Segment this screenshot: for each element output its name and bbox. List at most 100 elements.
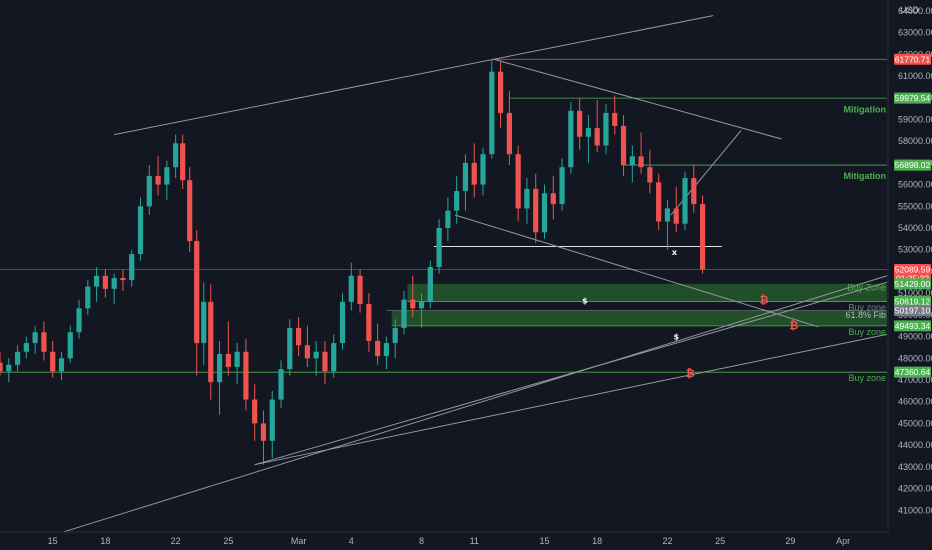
buy-zone-box[interactable] [391,310,887,326]
price-label-text: 50197.10 [895,306,931,316]
candle-body [331,343,337,372]
price-label-text: 47360.64 [895,367,931,377]
price-label-text: 49493.34 [895,321,931,331]
y-tick-label: 49000.00 [898,332,932,342]
candle-body [603,112,609,146]
candle-body [647,167,653,183]
candle-body [32,332,38,344]
price-label-text: 56898.02 [895,160,931,170]
candle-body [287,327,293,370]
candle-body [629,156,635,166]
candle-body [577,110,583,137]
x-tick-label: Mar [291,536,307,546]
candle-body [664,208,671,222]
x-tick-label: 4 [349,536,354,546]
chart-marker-symbol: $ [673,333,679,342]
candle-body [120,277,126,281]
candle-body [339,301,346,344]
y-tick-label: 41000.00 [898,505,932,515]
candle-body [155,175,161,185]
trend-line[interactable] [254,281,888,466]
price-label-badge [894,159,931,171]
candle-body [392,327,398,344]
candle-body [14,351,21,365]
y-tick-label: 64000.00 [898,6,932,16]
candle-body [194,241,200,344]
candle-body [550,193,556,205]
candle-body [216,353,223,383]
y-tick-label: 47000.00 [898,375,932,385]
candle-body [594,128,600,146]
annotation-label: Mitigation [844,105,887,115]
candle-body [208,301,214,383]
y-tick-label: 43000.00 [898,462,932,472]
price-label-text: 61770.71 [895,54,931,64]
annotation-label: Buy zone [848,327,886,337]
candle-body [682,178,688,224]
candle-body [85,286,91,309]
x-tick-label: 15 [48,536,58,546]
y-tick-label: 48000.00 [898,353,932,363]
y-tick-label: 45000.00 [898,418,932,428]
candle-body [322,351,328,372]
candle-body [313,351,319,359]
price-label-text: 59979.54 [895,93,931,103]
candle-body [515,154,521,209]
bitcoin-symbol: ₿ [789,319,798,332]
bitcoin-symbol: ₿ [760,294,769,307]
x-tick-label: 18 [100,536,110,546]
candle-body [164,167,170,185]
chart-marker-symbol: x [672,248,678,257]
candle-body [278,369,284,400]
candle-body [375,340,381,357]
trend-line[interactable] [56,275,888,535]
y-tick-label: 51000.00 [898,288,932,298]
annotation-label: Buy Zone [847,283,886,293]
x-tick-label: 11 [470,536,479,546]
candle-body [620,125,627,166]
candle-body [234,351,240,367]
candle-body [269,399,275,441]
price-label-badge [894,278,931,290]
buy-zone-box[interactable] [407,283,887,302]
candle-body [401,299,407,328]
price-label-badge [894,305,931,317]
candle-body [201,301,207,344]
candle-body [673,208,679,224]
trend-line[interactable] [254,333,888,466]
trend-line[interactable] [493,58,782,140]
x-tick-label: 25 [223,536,233,546]
candle-body [462,162,469,192]
candle-body [366,304,372,341]
y-tick-label: 58000.00 [898,136,932,146]
y-tick-label: 42000.00 [898,484,932,494]
candle-body [243,351,249,400]
price-label-badge [894,295,931,307]
trend-line[interactable] [454,214,819,328]
candle-body [252,399,258,424]
candle-body [427,267,433,302]
candle-body [436,228,442,268]
candle-body [102,275,108,289]
trend-line[interactable] [114,15,714,136]
y-tick-label: 46000.00 [898,397,932,407]
price-label-text: 51429.00 [895,279,931,289]
y-tick-label: 63000.00 [898,28,932,38]
candle-body [541,193,548,233]
x-tick-label: 22 [171,536,181,546]
candle-body [67,332,73,359]
candle-body [6,364,12,372]
annotation-label: Mitigation [844,171,887,181]
y-tick-label: 44000.00 [898,440,932,450]
candle-body [180,143,186,181]
x-tick-label: 15 [539,536,549,546]
candle-body [699,204,706,270]
price-label-badge [894,320,931,332]
trend-line[interactable] [670,129,742,216]
candle-body [568,110,574,168]
candle-body [173,143,179,168]
candle-body [656,182,662,222]
time-axis [0,532,932,550]
y-tick-label: 56000.00 [898,180,932,190]
